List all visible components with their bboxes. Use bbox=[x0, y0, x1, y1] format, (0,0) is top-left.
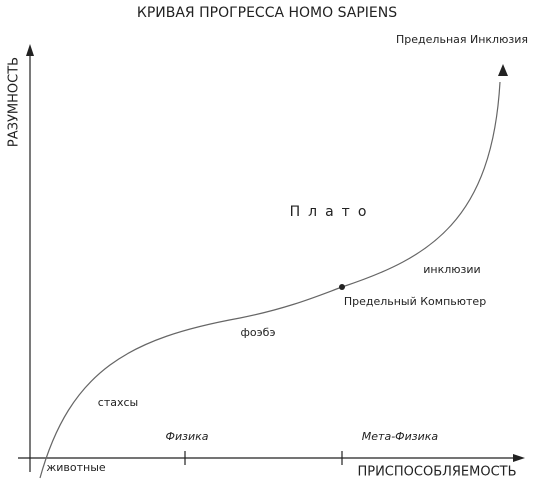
x-arrow bbox=[513, 454, 525, 462]
y-arrow bbox=[26, 44, 34, 56]
label-computer: Предельный Компьютер bbox=[344, 295, 486, 308]
label-end: Предельная Инклюзия bbox=[396, 33, 528, 46]
point bbox=[339, 284, 345, 290]
label-stakhsy: стахсы bbox=[98, 396, 138, 409]
title: КРИВАЯ ПРОГРЕССА HOMO SAPIENS bbox=[137, 5, 397, 21]
label-plateau: Плато bbox=[290, 204, 375, 220]
progress-curve bbox=[39, 81, 501, 479]
curve-arrow bbox=[498, 64, 508, 76]
label-phoebe: фоэбэ bbox=[241, 326, 276, 339]
x-axis-label: ПРИСПОСОБЛЯЕМОСТЬ bbox=[357, 465, 516, 480]
label-inclusions: инклюзии bbox=[423, 263, 480, 276]
y-axis-label: РАЗУМНОСТЬ bbox=[7, 57, 22, 147]
x-label: Физика bbox=[165, 430, 208, 443]
x-label: животные bbox=[46, 461, 106, 474]
x-label: Мета-Физика bbox=[362, 430, 439, 443]
